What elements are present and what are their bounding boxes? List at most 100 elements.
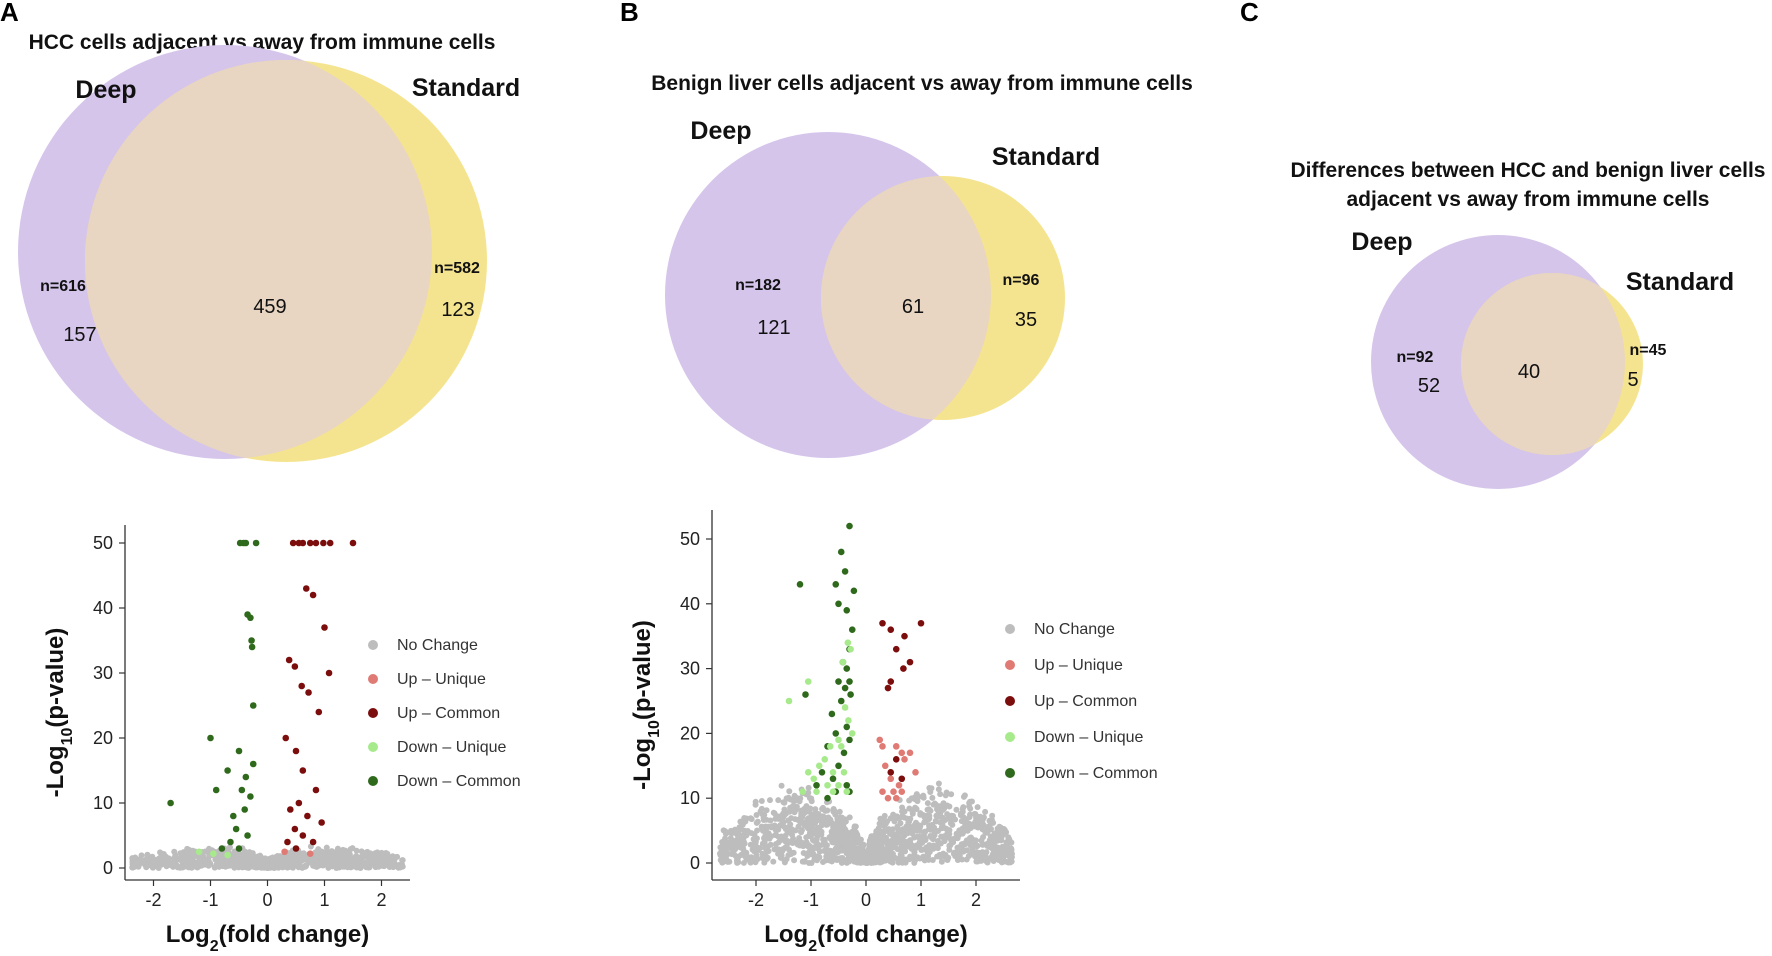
no-change-point — [761, 859, 768, 866]
no-change-point — [779, 815, 786, 822]
no-change-point — [946, 803, 953, 810]
no-change-point — [813, 828, 820, 835]
no-change-point — [894, 846, 901, 853]
no-change-point — [968, 798, 975, 805]
data-point — [835, 600, 842, 608]
data-point — [218, 845, 226, 852]
series-up-unique — [281, 848, 314, 857]
no-change-point — [805, 789, 812, 796]
no-change-point — [818, 817, 825, 824]
venn-a-standard-unique: 123 — [441, 299, 474, 321]
no-change-point — [727, 835, 734, 842]
data-point — [813, 788, 820, 796]
venn-c-standard-unique: 5 — [1627, 369, 1638, 391]
no-change-point — [876, 820, 883, 827]
data-point — [247, 614, 254, 622]
data-point — [326, 539, 334, 547]
no-change-point — [843, 831, 850, 838]
no-change-point — [956, 848, 963, 855]
no-change-point — [740, 846, 747, 853]
y-tick-label: 0 — [690, 853, 700, 873]
no-change-point — [880, 836, 887, 843]
no-change-point — [972, 837, 979, 844]
no-change-point — [825, 814, 832, 821]
data-point — [248, 643, 256, 651]
legend-label: Up – Common — [397, 705, 500, 722]
no-change-point — [876, 848, 883, 855]
data-point — [821, 756, 829, 763]
no-change-point — [759, 827, 766, 834]
data-point — [318, 819, 325, 826]
no-change-point — [921, 857, 928, 864]
no-change-point — [782, 832, 789, 839]
no-change-point — [991, 830, 998, 837]
no-change-point — [869, 833, 876, 840]
no-change-point — [312, 863, 319, 870]
no-change-point — [807, 824, 814, 831]
x-tick-label: 2 — [971, 890, 981, 910]
no-change-point — [781, 799, 788, 806]
no-change-point — [901, 826, 908, 833]
data-point — [247, 793, 254, 800]
legend-swatch — [368, 708, 378, 718]
no-change-point — [852, 823, 859, 830]
no-change-point — [989, 856, 996, 863]
no-change-point — [909, 855, 916, 862]
no-change-point — [395, 864, 402, 871]
data-point — [312, 786, 320, 794]
series-down-unique — [195, 848, 231, 859]
no-change-point — [899, 804, 906, 811]
data-point — [841, 568, 849, 575]
no-change-point — [936, 803, 943, 810]
no-change-point — [988, 845, 995, 852]
legend-label: No Change — [397, 637, 478, 654]
y-axis-title: -Log10(p-value) — [629, 620, 663, 790]
no-change-point — [988, 820, 995, 827]
venn-c-overlap — [1461, 273, 1625, 455]
data-point — [167, 799, 174, 807]
no-change-point — [969, 850, 976, 857]
no-change-point — [916, 843, 923, 850]
no-change-point — [326, 862, 333, 869]
no-change-point — [911, 859, 918, 866]
no-change-point — [804, 806, 811, 813]
no-change-point — [781, 806, 788, 813]
no-change-point — [935, 780, 942, 787]
data-point — [879, 788, 886, 796]
no-change-point — [984, 859, 991, 866]
no-change-point — [164, 858, 171, 865]
no-change-point — [808, 810, 815, 817]
no-change-point — [277, 860, 284, 867]
no-change-point — [175, 856, 182, 863]
y-tick-label: 50 — [680, 529, 700, 549]
no-change-point — [935, 828, 942, 835]
no-change-point — [877, 815, 884, 822]
no-change-point — [894, 823, 901, 830]
no-change-point — [941, 833, 948, 840]
venn-b-title: Benign liver cells adjacent vs away from… — [651, 72, 1193, 95]
no-change-point — [302, 862, 309, 869]
no-change-point — [803, 834, 810, 841]
no-change-point — [906, 805, 913, 812]
venn-b-standard-n: n=96 — [1003, 272, 1040, 289]
data-point — [835, 781, 842, 789]
y-tick-label: 10 — [93, 793, 113, 813]
no-change-point — [770, 809, 777, 816]
no-change-point — [808, 859, 815, 866]
no-change-point — [917, 811, 924, 818]
data-point — [887, 768, 895, 776]
no-change-point — [347, 846, 354, 853]
no-change-point — [732, 837, 739, 844]
data-point — [306, 539, 314, 547]
panel-letter-a: A — [0, 0, 19, 27]
no-change-point — [806, 850, 813, 857]
no-change-point — [384, 850, 391, 857]
data-point — [349, 539, 357, 547]
data-point — [309, 591, 317, 599]
no-change-point — [942, 851, 949, 858]
no-change-point — [246, 849, 253, 856]
y-axis-title: -Log10(p-value) — [42, 628, 76, 798]
no-change-point — [908, 795, 915, 802]
